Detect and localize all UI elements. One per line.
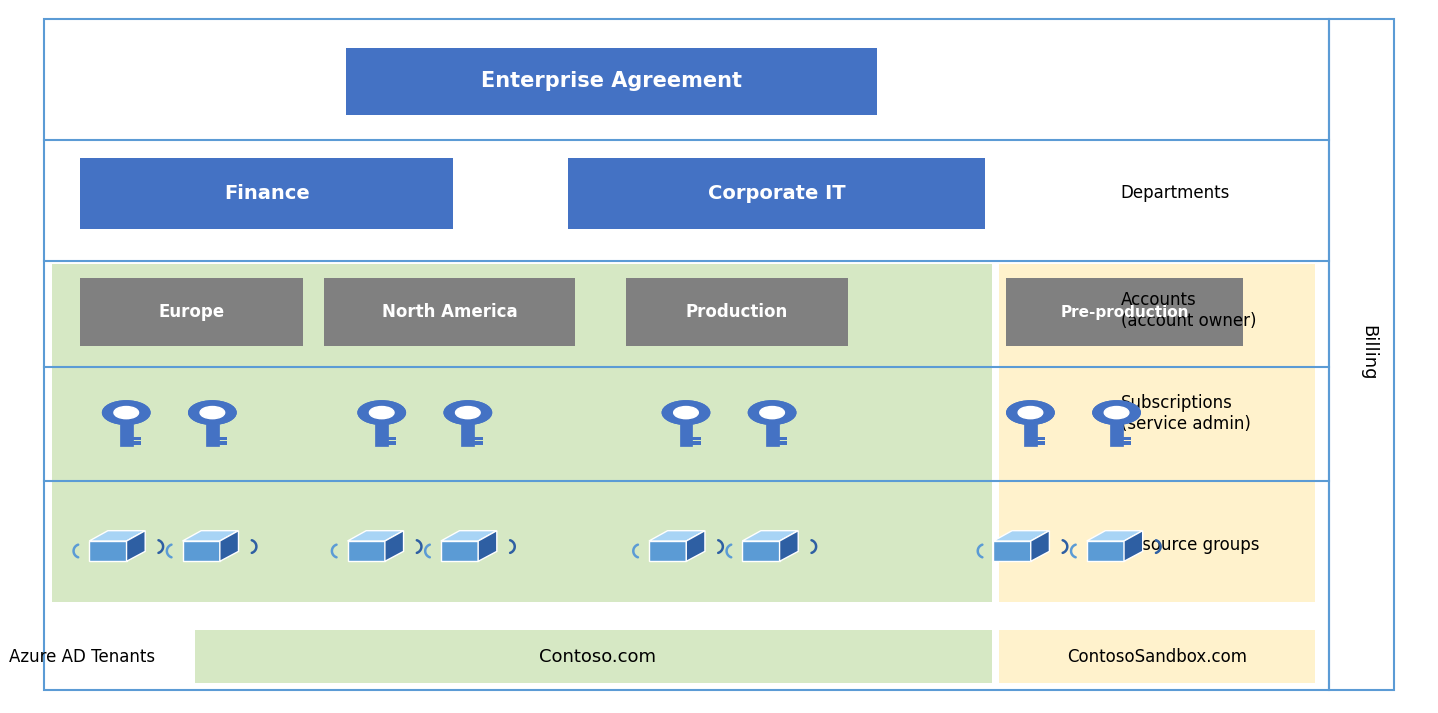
Bar	[626, 278, 848, 346]
Circle shape	[456, 406, 480, 419]
Circle shape	[748, 401, 795, 424]
Bar	[347, 48, 877, 115]
Polygon shape	[348, 530, 404, 541]
Circle shape	[370, 406, 394, 419]
Text: Enterprise Agreement: Enterprise Agreement	[480, 71, 742, 91]
Circle shape	[200, 406, 224, 419]
Bar	[81, 158, 453, 229]
Bar	[119, 424, 132, 446]
Text: Production: Production	[686, 303, 788, 321]
Bar	[81, 278, 303, 346]
Circle shape	[759, 406, 784, 419]
Circle shape	[444, 401, 492, 424]
Bar	[1122, 441, 1132, 445]
Circle shape	[1093, 401, 1140, 424]
Bar	[196, 630, 992, 683]
Bar	[680, 424, 693, 446]
Polygon shape	[385, 530, 404, 561]
Bar	[206, 424, 219, 446]
Circle shape	[1007, 401, 1054, 424]
Polygon shape	[649, 541, 686, 561]
Polygon shape	[742, 530, 798, 541]
Polygon shape	[220, 530, 239, 561]
Polygon shape	[441, 541, 479, 561]
Polygon shape	[994, 541, 1031, 561]
Circle shape	[1018, 406, 1043, 419]
Polygon shape	[1087, 541, 1125, 561]
Bar	[473, 437, 483, 441]
Polygon shape	[1087, 530, 1143, 541]
Bar	[999, 630, 1314, 683]
Bar	[462, 424, 475, 446]
Bar	[692, 441, 700, 445]
Bar	[375, 424, 388, 446]
Text: Corporate IT: Corporate IT	[707, 184, 846, 202]
Text: Subscriptions
(service admin): Subscriptions (service admin)	[1120, 394, 1251, 433]
Bar	[999, 265, 1314, 602]
Bar	[217, 441, 227, 445]
Circle shape	[358, 401, 406, 424]
Bar	[473, 441, 483, 445]
Text: Departments: Departments	[1120, 184, 1231, 202]
Bar	[1122, 437, 1132, 441]
Circle shape	[673, 406, 699, 419]
Bar	[45, 19, 1329, 690]
Polygon shape	[686, 530, 705, 561]
Bar	[1024, 424, 1037, 446]
Bar	[52, 265, 992, 602]
Circle shape	[102, 401, 150, 424]
Polygon shape	[89, 530, 145, 541]
Polygon shape	[348, 541, 385, 561]
Bar	[217, 437, 227, 441]
Text: Pre-production: Pre-production	[1060, 304, 1189, 319]
Bar	[1035, 437, 1045, 441]
Bar	[387, 437, 397, 441]
Polygon shape	[742, 541, 779, 561]
Polygon shape	[127, 530, 145, 561]
Text: North America: North America	[383, 303, 518, 321]
Polygon shape	[479, 530, 496, 561]
Bar	[692, 437, 700, 441]
Polygon shape	[649, 530, 705, 541]
Text: Billing: Billing	[1359, 325, 1378, 381]
Polygon shape	[994, 530, 1050, 541]
Circle shape	[114, 406, 138, 419]
Polygon shape	[441, 530, 496, 541]
Bar	[325, 278, 575, 346]
Bar	[777, 437, 787, 441]
Polygon shape	[183, 541, 220, 561]
Bar	[1007, 278, 1242, 346]
Polygon shape	[1125, 530, 1143, 561]
Polygon shape	[89, 541, 127, 561]
Bar	[1329, 19, 1393, 690]
Circle shape	[663, 401, 710, 424]
Text: Europe: Europe	[158, 303, 224, 321]
Text: Resource groups: Resource groups	[1120, 535, 1260, 554]
Bar	[131, 441, 141, 445]
Text: Accounts
(account owner): Accounts (account owner)	[1120, 291, 1257, 329]
Bar	[568, 158, 985, 229]
Polygon shape	[1031, 530, 1050, 561]
Bar	[387, 441, 397, 445]
Bar	[131, 437, 141, 441]
Text: Finance: Finance	[224, 184, 309, 202]
Bar	[777, 441, 787, 445]
Text: Azure AD Tenants: Azure AD Tenants	[9, 648, 155, 666]
Polygon shape	[183, 530, 239, 541]
Bar	[765, 424, 778, 446]
Circle shape	[188, 401, 236, 424]
Bar	[1035, 441, 1045, 445]
Circle shape	[1104, 406, 1129, 419]
Polygon shape	[779, 530, 798, 561]
Text: Contoso.com: Contoso.com	[538, 648, 656, 666]
Text: ContosoSandbox.com: ContosoSandbox.com	[1067, 648, 1247, 666]
Bar	[1110, 424, 1123, 446]
